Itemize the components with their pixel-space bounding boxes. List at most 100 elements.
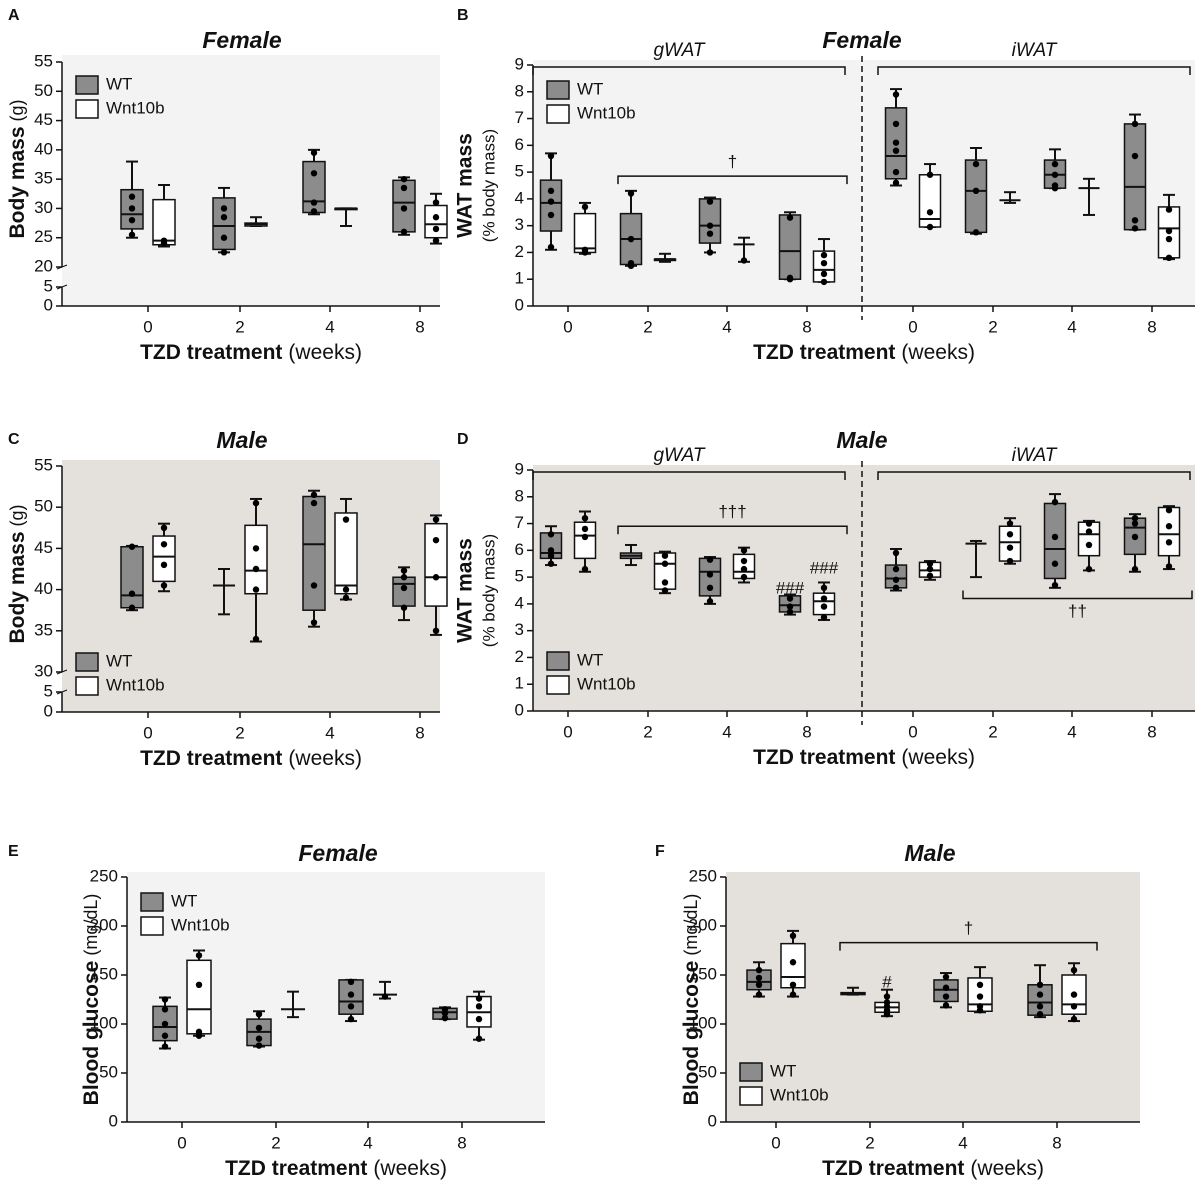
y-label-unit: (g) xyxy=(7,99,27,121)
x-label-unit: (weeks) xyxy=(970,1157,1044,1180)
y-tick-label: 9 xyxy=(515,54,524,73)
data-point xyxy=(160,561,168,569)
x-tick-label: 4 xyxy=(1067,722,1076,741)
legend-label: WT xyxy=(770,1061,796,1080)
data-point xyxy=(892,576,900,583)
x-tick-label: 4 xyxy=(325,317,334,336)
data-point xyxy=(128,543,136,550)
box xyxy=(424,522,448,607)
legend-swatch xyxy=(140,916,164,936)
data-point xyxy=(789,991,797,998)
group-label: iWAT xyxy=(1012,40,1058,61)
y-axis-label: Body mass (g) xyxy=(6,99,29,238)
x-tick-label: 8 xyxy=(415,317,424,336)
data-point xyxy=(160,582,168,589)
data-point xyxy=(342,594,350,602)
x-label-main: TZD treatment xyxy=(225,1157,367,1180)
data-point xyxy=(128,604,136,611)
data-point xyxy=(1131,565,1139,573)
data-point xyxy=(1165,563,1173,570)
data-point xyxy=(1085,541,1093,549)
data-point xyxy=(1006,531,1014,538)
data-point xyxy=(972,187,980,195)
data-point xyxy=(310,199,318,206)
data-point xyxy=(161,1020,169,1028)
data-point xyxy=(661,552,669,559)
y-tick-label: 0 xyxy=(109,1111,118,1130)
data-point xyxy=(195,981,203,988)
chart-title: Female xyxy=(202,27,281,53)
y-tick-label: 4 xyxy=(515,593,524,612)
y-label-main: Body mass xyxy=(6,126,29,238)
y-tick-label: 2 xyxy=(515,647,524,666)
data-point xyxy=(547,552,555,559)
data-point xyxy=(926,572,934,579)
data-point xyxy=(820,270,828,278)
data-point xyxy=(820,278,828,286)
box xyxy=(778,214,802,280)
x-tick-label: 8 xyxy=(802,722,811,741)
x-tick-label: 8 xyxy=(457,1133,466,1152)
data-point xyxy=(1036,981,1044,988)
box xyxy=(573,521,597,560)
data-point xyxy=(883,993,891,1000)
data-point xyxy=(128,193,136,200)
data-point xyxy=(220,214,228,221)
data-point xyxy=(706,584,714,592)
data-point xyxy=(820,595,828,602)
data-point xyxy=(706,571,714,578)
box xyxy=(302,495,326,611)
box xyxy=(964,159,988,234)
y-tick-label: 6 xyxy=(515,135,524,154)
data-point xyxy=(547,187,555,195)
y-tick-label: 3 xyxy=(515,620,524,639)
data-point xyxy=(1131,533,1139,541)
group-label: iWAT xyxy=(1012,445,1058,466)
data-point xyxy=(547,531,555,538)
plot-background xyxy=(62,55,440,306)
significance-bracket xyxy=(617,175,848,185)
data-point xyxy=(128,231,136,238)
y-axis-label: Body mass (g) xyxy=(6,504,29,643)
data-point xyxy=(547,198,555,205)
x-axis-label: TZD treatment (weeks) xyxy=(225,1157,447,1180)
data-point xyxy=(581,246,589,253)
group-bracket xyxy=(877,66,1191,75)
data-point xyxy=(310,619,318,626)
data-point xyxy=(400,604,408,611)
data-point xyxy=(883,999,891,1006)
box xyxy=(152,535,176,583)
data-point xyxy=(892,91,900,98)
group-label: gWAT xyxy=(653,445,705,466)
data-point xyxy=(820,584,828,592)
y-tick-label: 55 xyxy=(34,51,53,70)
x-label-main: TZD treatment xyxy=(753,746,895,769)
chart-title: Male xyxy=(216,427,267,453)
legend-label: WT xyxy=(106,74,132,93)
data-point xyxy=(195,1028,203,1036)
chart-title: Female xyxy=(298,840,377,866)
box xyxy=(424,204,448,239)
data-point xyxy=(740,557,748,565)
data-point xyxy=(220,205,228,212)
data-point xyxy=(926,223,934,231)
data-point xyxy=(252,586,260,593)
data-point xyxy=(1165,227,1173,235)
legend-swatch xyxy=(546,675,570,695)
y-label-main: Body mass xyxy=(6,531,29,643)
data-point xyxy=(1070,1003,1078,1010)
x-tick-label: 8 xyxy=(1147,722,1156,741)
y-tick-label: 20 xyxy=(34,256,53,275)
y-label-main: Blood glucose xyxy=(680,961,703,1106)
data-point xyxy=(252,635,260,643)
data-point xyxy=(892,584,900,592)
data-point xyxy=(755,966,763,974)
x-axis-label: TZD treatment (weeks) xyxy=(140,747,362,770)
y-tick-label: 50 xyxy=(698,1062,717,1081)
data-point xyxy=(161,1006,169,1013)
data-point xyxy=(1085,528,1093,535)
data-point xyxy=(1070,991,1078,998)
x-tick-label: 4 xyxy=(1067,317,1076,336)
legend-label: Wnt10b xyxy=(770,1085,829,1104)
plot-background xyxy=(533,465,1195,711)
